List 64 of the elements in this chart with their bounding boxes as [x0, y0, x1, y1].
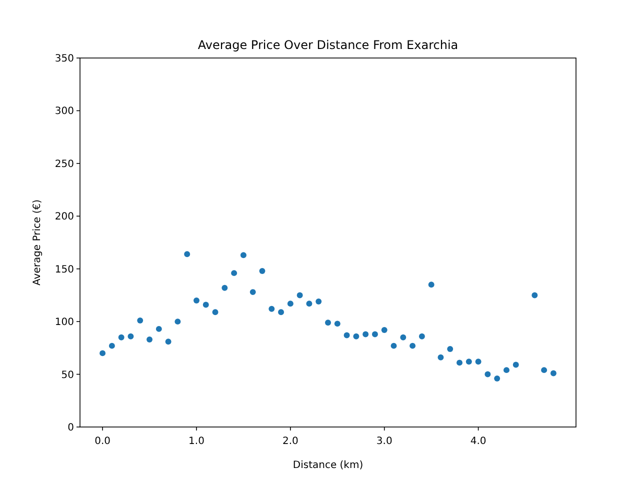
point — [156, 326, 162, 332]
point — [494, 376, 500, 382]
point — [372, 331, 378, 338]
point — [137, 318, 144, 324]
point — [428, 282, 434, 288]
point — [202, 302, 209, 308]
y-axis-title: Average Price (€) — [32, 199, 43, 286]
point — [184, 251, 190, 258]
point — [146, 336, 152, 342]
point — [194, 298, 200, 304]
point — [212, 309, 218, 316]
point — [325, 320, 331, 326]
point — [259, 268, 266, 274]
point — [550, 370, 556, 376]
point — [438, 354, 444, 360]
point — [447, 346, 454, 352]
point — [222, 284, 228, 291]
point — [475, 358, 482, 365]
point — [362, 331, 369, 338]
point — [165, 338, 172, 345]
point — [108, 342, 115, 349]
chart-title: Average Price Over Distance From Exarchia — [198, 38, 458, 52]
point — [174, 318, 181, 325]
x-tick-label: 3.0 — [376, 436, 392, 447]
point — [287, 300, 294, 307]
y-tick-label: 150 — [54, 264, 74, 276]
point — [504, 367, 510, 374]
point — [334, 320, 340, 327]
x-tick-label: 0.0 — [94, 436, 110, 447]
point — [410, 342, 416, 349]
point — [296, 292, 303, 298]
point — [344, 332, 350, 338]
point — [278, 309, 284, 316]
point — [484, 371, 491, 378]
x-tick-label: 2.0 — [282, 436, 298, 447]
point — [306, 300, 312, 307]
point — [100, 350, 106, 356]
point — [466, 358, 472, 365]
y-tick-label: 250 — [54, 158, 74, 170]
y-tick-label: 0 — [68, 422, 74, 434]
point — [381, 327, 388, 333]
point — [316, 298, 322, 305]
point — [353, 333, 360, 340]
y-tick-label: 100 — [54, 317, 74, 328]
point — [250, 289, 256, 296]
point — [268, 306, 275, 312]
point — [128, 333, 134, 340]
point — [532, 292, 538, 298]
x-tick-label: 1.0 — [188, 436, 204, 447]
point — [390, 342, 397, 349]
y-tick-label: 50 — [61, 370, 74, 381]
x-axis-title: Distance (km) — [292, 460, 364, 471]
x-tick-label: 4.0 — [470, 436, 486, 447]
y-tick-label: 350 — [54, 54, 74, 64]
point — [418, 333, 425, 340]
point — [400, 334, 406, 340]
point — [240, 252, 246, 258]
y-tick-label: 300 — [54, 106, 74, 118]
point — [541, 367, 548, 374]
y-tick-label: 200 — [54, 212, 74, 223]
point — [456, 360, 462, 366]
point — [512, 362, 519, 368]
point — [231, 270, 238, 276]
point — [118, 334, 124, 340]
